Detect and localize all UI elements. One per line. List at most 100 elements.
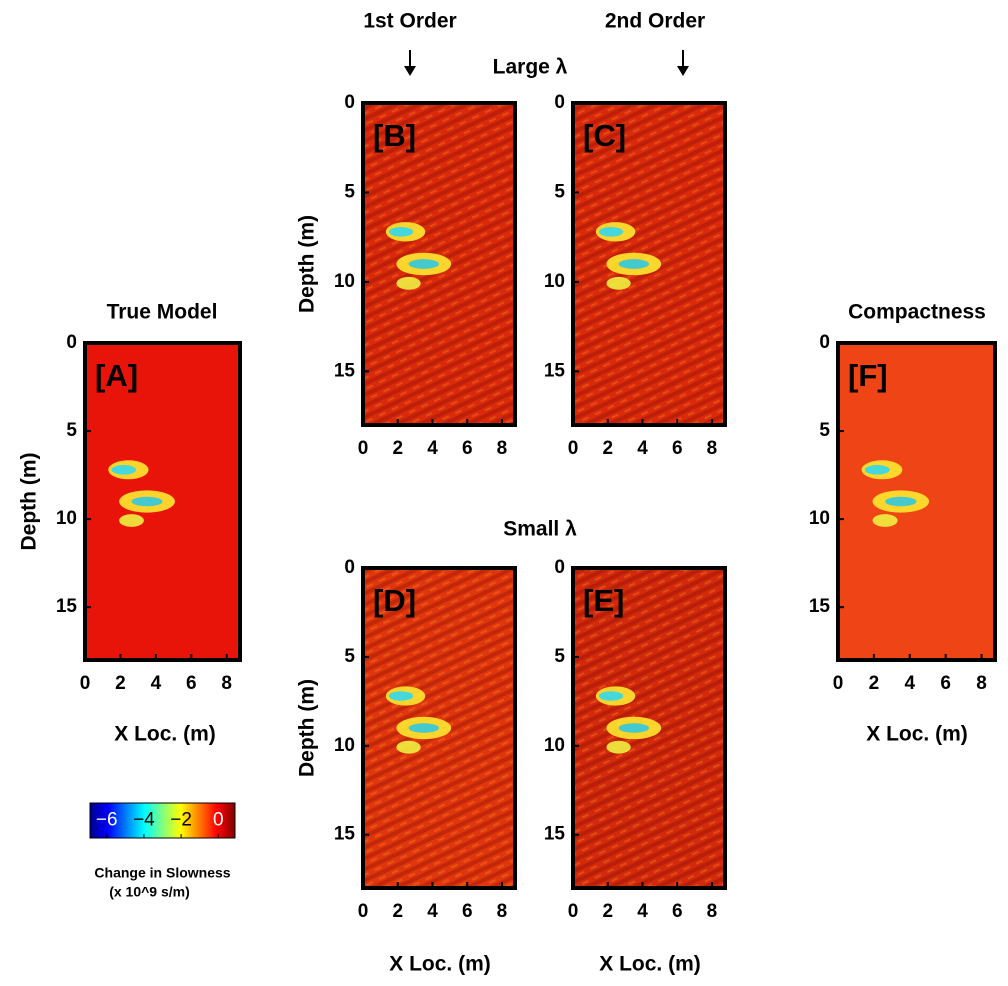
y-tick-label: 0 — [554, 92, 565, 113]
x-tick-label: 2 — [392, 438, 403, 459]
y-tick-label: 15 — [334, 824, 356, 845]
x-tick-label: 4 — [427, 901, 438, 922]
x-tick-label: 6 — [462, 438, 473, 459]
anomaly — [119, 514, 144, 527]
y-tick-label: 5 — [819, 420, 830, 441]
x-axis-label: X Loc. (m) — [866, 723, 968, 746]
colorbar-title: Change in Slowness — [94, 865, 230, 881]
y-tick-label: 15 — [334, 360, 356, 381]
x-tick-label: 0 — [568, 438, 579, 459]
x-tick-label: 8 — [221, 673, 232, 694]
x-axis-label: X Loc. (m) — [389, 953, 491, 976]
annotation: 1st Order — [363, 10, 456, 33]
anomaly — [885, 496, 917, 507]
y-axis-label: Depth (m) — [296, 679, 319, 777]
plot-frame — [571, 101, 727, 427]
y-tick-label: 10 — [56, 508, 77, 529]
anomaly — [864, 465, 890, 475]
panel: −6 −4 −2 0 Change in Slowness (x 10^9 s/m) — [89, 802, 236, 900]
plot-frame — [83, 341, 242, 662]
anomaly — [598, 691, 624, 701]
x-tick-label: 2 — [602, 901, 613, 922]
panel-title: True Model — [107, 301, 218, 324]
anomaly — [598, 226, 624, 237]
anomaly — [618, 723, 649, 733]
y-tick-label: 15 — [544, 360, 566, 381]
x-tick-label: 2 — [602, 438, 613, 459]
x-tick-label: 2 — [115, 673, 126, 694]
x-tick-label: 8 — [497, 438, 508, 459]
y-tick-label: 5 — [554, 181, 565, 202]
panel: [E] 0 2 4 6 8 0 5 10 15 X Loc. (m) — [544, 557, 727, 976]
y-tick-label: 15 — [809, 596, 831, 617]
y-tick-label: 10 — [544, 271, 565, 292]
plot-frame — [361, 101, 517, 427]
colorbar-tick-label: −2 — [170, 810, 192, 831]
annotation: 2nd Order — [605, 10, 705, 33]
plot-frame — [836, 341, 997, 662]
anomaly — [606, 276, 631, 290]
colorbar-tick-label: −4 — [133, 810, 155, 831]
x-tick-label: 8 — [497, 901, 508, 922]
x-tick-label: 0 — [833, 673, 844, 694]
annotation: Small λ — [503, 518, 577, 541]
panel: [D] 0 2 4 6 8 0 5 10 15 X Loc. (m) Depth (m) — [296, 557, 517, 976]
panel: [B] 0 2 4 6 8 0 5 10 15 Depth (m) — [296, 92, 517, 459]
anomaly — [388, 691, 414, 701]
y-tick-label: 10 — [809, 508, 830, 529]
y-tick-label: 10 — [334, 735, 355, 756]
plot-frame — [571, 566, 727, 890]
y-tick-label: 0 — [344, 557, 355, 578]
panel-label: [B] — [373, 118, 416, 153]
x-tick-label: 8 — [976, 673, 987, 694]
panel-label: [A] — [95, 358, 138, 393]
panel-title: Compactness — [848, 301, 986, 324]
x-tick-label: 4 — [637, 438, 648, 459]
anomaly — [408, 723, 439, 733]
y-tick-label: 10 — [334, 271, 355, 292]
panel-label: [C] — [583, 118, 626, 153]
y-tick-label: 0 — [344, 92, 355, 113]
y-tick-label: 5 — [344, 646, 355, 667]
anomaly — [111, 465, 137, 475]
colorbar-units: (x 10^9 s/m) — [109, 884, 190, 900]
x-tick-label: 4 — [151, 673, 162, 694]
anomaly — [872, 514, 898, 527]
anomaly — [396, 276, 421, 290]
y-tick-label: 5 — [344, 181, 355, 202]
arrow — [677, 50, 689, 76]
x-tick-label: 6 — [940, 673, 951, 694]
x-tick-label: 2 — [392, 901, 403, 922]
x-tick-label: 4 — [637, 901, 648, 922]
annotation: Large λ — [493, 56, 568, 79]
x-tick-label: 6 — [186, 673, 197, 694]
x-tick-label: 4 — [427, 438, 438, 459]
y-tick-label: 10 — [544, 735, 565, 756]
y-tick-label: 15 — [56, 596, 78, 617]
x-tick-label: 0 — [358, 438, 369, 459]
y-axis-label: Depth (m) — [18, 453, 41, 551]
anomaly — [606, 740, 631, 754]
anomaly — [396, 740, 421, 754]
anomaly — [408, 259, 439, 269]
arrow — [404, 50, 416, 76]
plot-frame — [361, 566, 517, 890]
x-tick-label: 0 — [568, 901, 579, 922]
x-tick-label: 8 — [707, 901, 718, 922]
x-tick-label: 2 — [869, 673, 880, 694]
anomaly — [618, 259, 649, 269]
panel: [C] 0 2 4 6 8 0 5 10 15 — [544, 92, 727, 459]
x-tick-label: 0 — [358, 901, 369, 922]
y-tick-label: 15 — [544, 824, 566, 845]
panel-label: [D] — [373, 583, 416, 618]
x-axis-label: X Loc. (m) — [114, 723, 216, 746]
x-tick-label: 6 — [672, 438, 683, 459]
x-tick-label: 4 — [904, 673, 915, 694]
anomaly — [131, 496, 163, 507]
y-tick-label: 5 — [66, 420, 77, 441]
colorbar-tick-label: −6 — [96, 810, 118, 831]
colorbar — [89, 802, 236, 839]
y-tick-label: 0 — [66, 332, 77, 353]
x-tick-label: 0 — [80, 673, 91, 694]
